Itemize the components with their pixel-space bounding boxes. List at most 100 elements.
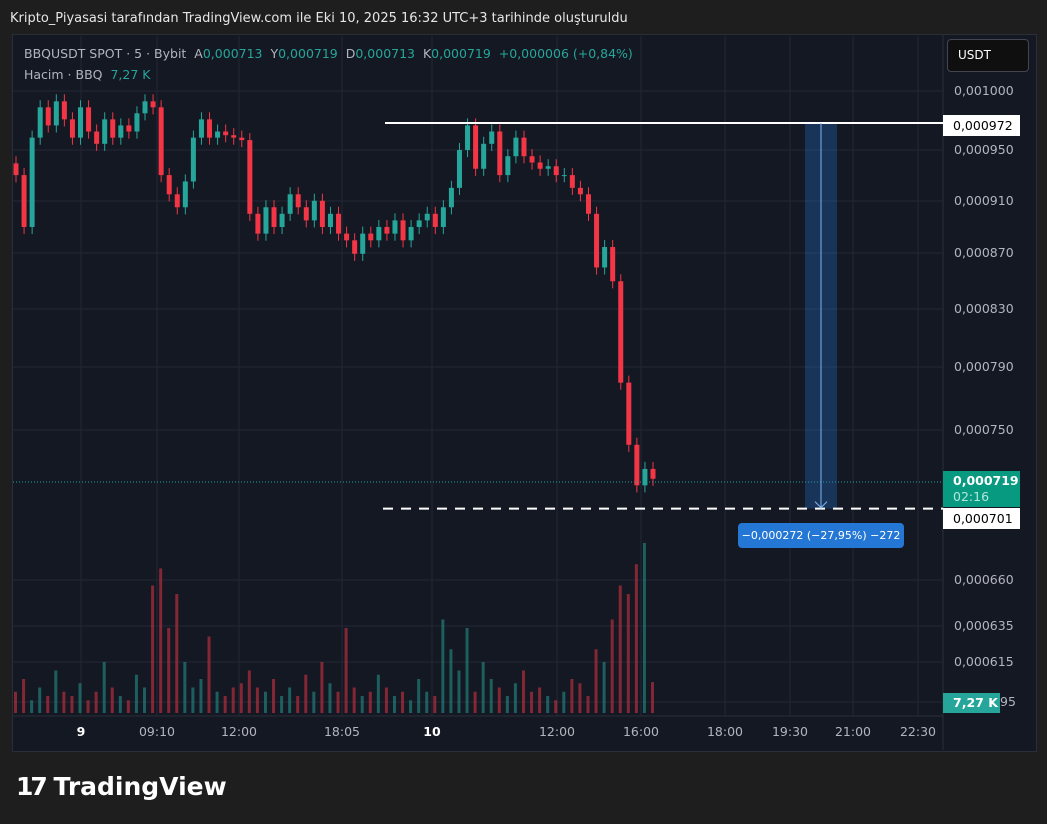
volume-bar — [312, 691, 316, 713]
volume-bar — [46, 696, 50, 713]
volume-bar — [167, 628, 171, 713]
volume-bar — [546, 696, 550, 713]
candle-body — [45, 107, 51, 126]
chart-frame[interactable] — [12, 34, 1037, 752]
volume-bar — [215, 691, 219, 713]
candle-body — [78, 107, 84, 138]
volume-bar — [554, 700, 558, 713]
candle-body — [408, 226, 414, 241]
volume-bar — [562, 691, 566, 713]
currency-button[interactable]: USDT — [947, 39, 1029, 72]
candle-body — [287, 194, 293, 214]
volume-bar — [62, 691, 66, 713]
volume-bar — [263, 691, 267, 713]
logo-text: TradingView — [53, 772, 227, 801]
volume-legend: Hacim · BBQ 7,27 K — [24, 67, 150, 82]
symbol-name[interactable]: BBQUSDT SPOT · 5 · Bybit — [24, 46, 187, 61]
candle-body — [537, 162, 543, 169]
chart-caption: Kripto_Piyasasi tarafından TradingView.c… — [10, 11, 628, 26]
volume-bar — [118, 696, 122, 713]
candle-body — [432, 213, 438, 227]
volume-bar — [651, 682, 654, 713]
volume-bar — [594, 649, 598, 713]
volume-bar — [602, 662, 606, 713]
time-label: 18:00 — [706, 724, 744, 739]
time-label: 22:30 — [899, 724, 937, 739]
measure-bottom-price: 0,000701 — [943, 508, 1020, 529]
tradingview-logo[interactable]: 17 TradingView — [16, 772, 227, 801]
volume-bar — [457, 670, 461, 713]
volume-bar — [336, 691, 340, 713]
candle-body — [585, 194, 591, 214]
volume-bar — [360, 696, 364, 713]
volume-bar — [610, 619, 614, 713]
price-label: 0,000615 — [954, 654, 1014, 669]
volume-bar — [344, 628, 348, 713]
candle-body — [150, 101, 156, 108]
candle-body — [481, 143, 487, 169]
candle-body — [110, 119, 116, 138]
candle-body — [392, 220, 398, 234]
candle-body — [86, 107, 92, 132]
candle-body — [319, 200, 325, 227]
candle-body — [376, 226, 382, 241]
volume-bar — [425, 691, 429, 713]
volume-bar — [110, 687, 114, 713]
volume-bar — [102, 662, 106, 713]
candle-body — [271, 207, 277, 227]
candle-body — [231, 135, 237, 138]
volume-bar — [134, 674, 138, 713]
price-label: 0,000750 — [954, 422, 1014, 437]
time-label: 09:10 — [138, 724, 176, 739]
candle-body — [142, 101, 148, 114]
volume-bar — [207, 636, 211, 713]
volume-bar — [481, 662, 485, 713]
volume-bar — [143, 687, 147, 713]
candle-body — [561, 175, 567, 177]
candle-body — [239, 137, 245, 141]
volume-bar — [473, 691, 477, 713]
candle-body — [521, 137, 527, 157]
volume-bar — [14, 691, 17, 713]
candle-body — [634, 444, 640, 486]
volume-bar — [151, 585, 155, 713]
time-label: 10 — [423, 724, 441, 739]
volume-label[interactable]: Hacim · BBQ — [24, 67, 103, 82]
volume-bar — [384, 687, 388, 713]
measure-arrow-head — [814, 501, 828, 509]
volume-bar — [304, 674, 308, 713]
symbol-legend: BBQUSDT SPOT · 5 · Bybit A0,000713 Y0,00… — [24, 46, 633, 61]
candle-body — [61, 101, 67, 120]
candle-body — [642, 468, 648, 486]
candle-body — [303, 207, 309, 221]
candle-body — [497, 131, 503, 176]
volume-bar — [409, 700, 413, 713]
open-label: A — [194, 46, 203, 61]
volume-bar — [159, 568, 163, 713]
volume-bar — [497, 687, 501, 713]
volume-bar — [183, 662, 187, 713]
price-label: 0,001000 — [954, 83, 1014, 98]
measure-result-label: −0,000272 (−27,95%) −272 — [738, 523, 904, 548]
volume-bar — [247, 670, 251, 713]
candle-body — [13, 163, 19, 176]
candle-body — [448, 187, 454, 208]
candle-body — [311, 200, 317, 221]
volume-bar — [513, 683, 517, 713]
low-value: 0,000713 — [355, 46, 416, 61]
price-label: 0,000950 — [954, 142, 1014, 157]
candle-body — [190, 137, 196, 182]
volume-bar — [280, 696, 284, 713]
volume-bar — [54, 670, 58, 713]
time-label: 19:30 — [771, 724, 809, 739]
candle-body — [569, 175, 575, 188]
volume-badge: 7,27 K — [943, 693, 1000, 713]
volume-bar — [191, 687, 195, 713]
volume-bar — [199, 679, 203, 713]
time-label: 18:05 — [323, 724, 361, 739]
candle-body — [513, 137, 519, 157]
bar-countdown: 02:16 — [953, 489, 990, 504]
candle-body — [126, 125, 132, 132]
candle-body — [166, 175, 172, 195]
